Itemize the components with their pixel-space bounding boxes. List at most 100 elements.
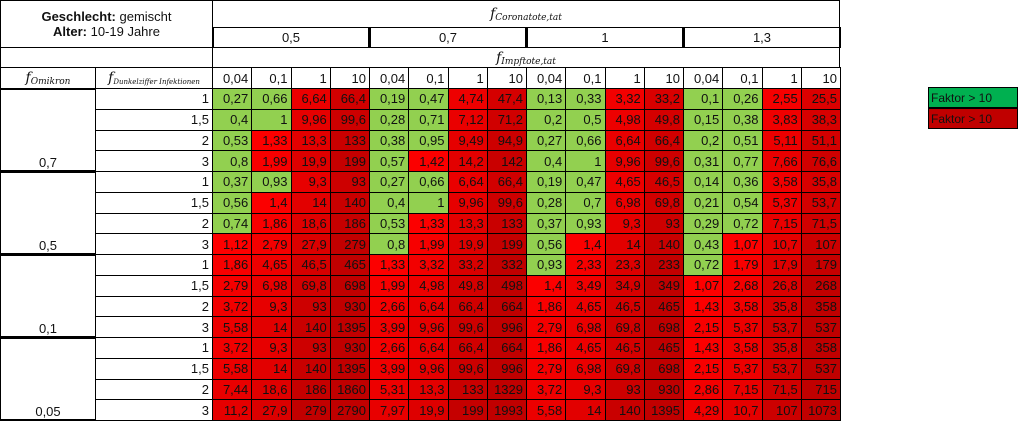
data-cell: 13,3	[290, 129, 331, 152]
data-cell: 93	[290, 337, 331, 359]
value: 46,5	[654, 174, 680, 190]
value: 6,64	[458, 174, 484, 190]
value: 2,15	[693, 361, 720, 377]
value: 0,28	[536, 195, 563, 211]
data-cell: 93	[604, 378, 645, 401]
data-cell: 3,58	[722, 337, 763, 359]
value: 3,72	[222, 340, 249, 356]
value: 1,07	[693, 278, 720, 294]
label: 10	[822, 70, 837, 86]
data-cell: 0,27	[526, 129, 567, 152]
value: 6,64	[301, 91, 327, 107]
value: 3,32	[419, 257, 445, 273]
value: 1	[594, 153, 602, 169]
label: 0,1	[269, 70, 288, 86]
data-cell: 3,99	[369, 316, 410, 338]
sub-column-label: 10	[643, 67, 684, 89]
sub-column-label: 0,1	[251, 67, 292, 89]
data-cell: 99,6	[329, 108, 370, 131]
value: 0,53	[222, 132, 249, 148]
value: 498	[501, 278, 523, 294]
value: 66,4	[340, 91, 366, 107]
data-cell: 1,33	[369, 254, 410, 276]
data-cell: 69,8	[604, 357, 645, 380]
value: 11,2	[223, 402, 249, 418]
data-cell: 0,14	[683, 171, 724, 193]
value: 142	[501, 153, 523, 169]
value: 9,49	[458, 132, 484, 148]
group-label: 0,05	[35, 404, 61, 419]
row-label: 1,5	[95, 274, 213, 297]
sub-column-label: 0,04	[212, 67, 253, 89]
data-cell: 71,5	[761, 378, 802, 401]
value: 1,79	[733, 257, 759, 273]
row-label: 1,5	[95, 357, 213, 380]
value: 133	[462, 381, 484, 397]
value: gemischt	[119, 9, 172, 24]
data-cell: 2790	[329, 399, 370, 421]
data-cell: 279	[329, 233, 370, 255]
value: 140	[344, 195, 366, 211]
value: 0,93	[262, 174, 288, 190]
group-label: 0,5	[38, 238, 58, 253]
data-cell: 0,53	[369, 212, 410, 235]
data-cell: 107	[761, 399, 802, 421]
data-cell: 199	[447, 399, 488, 421]
data-cell: 6,64	[604, 129, 645, 152]
value: 140	[658, 236, 680, 252]
value: 53,7	[772, 361, 798, 377]
data-cell: 140	[604, 399, 645, 421]
value: 3,72	[222, 298, 249, 314]
value: 10,7	[772, 236, 798, 252]
data-cell: 5,58	[212, 316, 253, 338]
value: 10-19 Jahre	[90, 24, 160, 39]
data-cell: 1,99	[369, 274, 410, 297]
value: 133	[344, 132, 366, 148]
data-cell: 7,15	[761, 212, 802, 235]
data-cell: 0,2	[526, 108, 567, 131]
data-cell: 99,6	[447, 357, 488, 380]
data-cell: 99,6	[643, 150, 684, 172]
group-header: 0,7	[369, 27, 527, 48]
value: 179	[815, 257, 837, 273]
data-cell: 0,66	[408, 171, 449, 193]
value: 0,19	[379, 91, 406, 107]
data-cell: 1329	[486, 378, 527, 401]
value: 0,57	[379, 153, 406, 169]
value: 93	[312, 298, 327, 314]
value: 0,29	[693, 215, 720, 231]
data-cell: 996	[486, 357, 527, 380]
data-cell: 1,43	[683, 337, 724, 359]
data-cell: 0,37	[212, 171, 253, 193]
value: 465	[658, 340, 680, 356]
value: 1395	[651, 402, 680, 418]
value: 1,43	[693, 298, 720, 314]
value: 66,4	[497, 174, 523, 190]
value: 199	[462, 402, 484, 418]
value: 19,9	[301, 153, 327, 169]
value: 3,58	[733, 340, 759, 356]
data-cell: 930	[329, 337, 370, 359]
row-label: 2	[95, 378, 213, 401]
label: 10	[351, 70, 366, 86]
data-cell: 5,37	[722, 316, 763, 338]
data-cell: 0,47	[565, 171, 606, 193]
value: 6,98	[576, 319, 602, 335]
data-cell: 0,74	[212, 212, 253, 235]
data-cell: 3,72	[212, 295, 253, 318]
value: 0,43	[693, 236, 720, 252]
data-cell: 1,4	[526, 274, 567, 297]
value: 1,4	[583, 236, 602, 252]
data-cell: 930	[329, 295, 370, 318]
data-cell: 0,71	[408, 108, 449, 131]
value: 9,3	[269, 298, 288, 314]
data-cell: 6,64	[408, 337, 449, 359]
data-cell: 71,2	[486, 108, 527, 131]
value: 6,64	[419, 298, 445, 314]
data-cell: 1,43	[683, 295, 724, 318]
data-cell: 0,93	[251, 171, 292, 193]
value: 4,65	[615, 174, 641, 190]
value: 279	[305, 402, 327, 418]
data-cell: 1,33	[251, 129, 292, 152]
value: 71,5	[811, 215, 837, 231]
